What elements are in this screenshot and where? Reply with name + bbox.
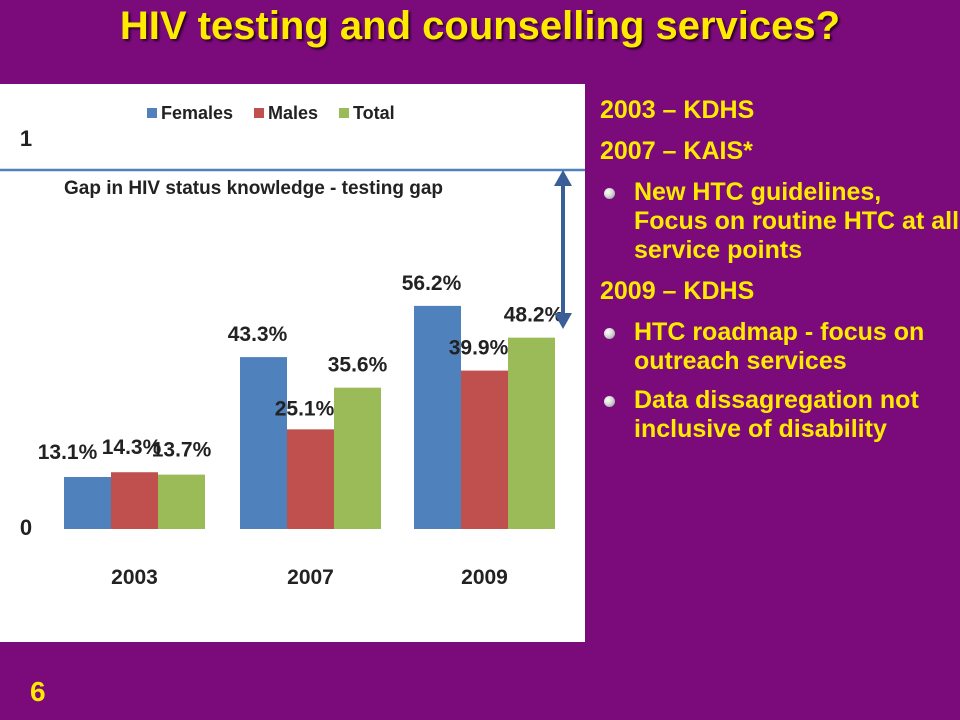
bullet-dot-icon [604,188,615,199]
data-label: 39.9% [449,337,509,360]
x-tick-label: 2009 [461,566,508,589]
bullet-text: New HTC guidelines, Focus on routine HTC… [634,178,960,264]
slide-number: 6 [30,676,46,707]
bar-males-2003 [111,472,158,529]
notes-panel: 2003 – KDHS 2007 – KAIS* New HTC guideli… [600,96,960,456]
slide-title: HIV testing and counselling services? [119,4,841,48]
x-tick-label: 2003 [111,566,158,589]
bullet-list-2007: New HTC guidelines, Focus on routine HTC… [600,178,960,265]
bar-males-2007 [287,429,334,529]
y-tick-label: 0 [20,515,32,540]
legend-swatch [254,108,264,118]
legend-label: Females [161,103,233,123]
bullet-dot-icon [604,328,615,339]
data-label: 35.6% [328,354,388,377]
bar-total-2003 [158,474,205,529]
data-label: 13.7% [152,439,212,462]
bullet-text: Data dissagregation not inclusive of dis… [634,386,919,443]
bar-chart: 0 1 Females Males Total Gap in HIV status kno… [0,103,585,589]
bullet-dot-icon [604,396,615,407]
legend-label: Males [268,103,318,123]
chart-panel: 0 1 Females Males Total Gap in HIV status kno… [0,84,585,642]
note-2009: 2009 – KDHS [600,277,755,305]
bullet-text: HTC roadmap - focus on outreach services [634,318,925,375]
data-label: 43.3% [228,323,288,346]
x-tick-label: 2007 [287,566,334,589]
bullet-list-2009: HTC roadmap - focus on outreach services… [600,318,960,444]
gap-arrow-head-up-icon [554,170,572,186]
bar-males-2009 [461,370,508,529]
data-label: 56.2% [402,272,462,295]
data-label: 14.3% [102,436,162,459]
bar-females-2009 [414,305,461,529]
gap-line-label: Gap in HIV status knowledge - testing ga… [64,178,443,199]
y-tick-label: 1 [20,126,32,151]
bar-females-2007 [240,357,287,529]
bar-total-2009 [508,337,555,529]
note-2007: 2007 – KAIS* [600,137,753,165]
data-label: 48.2% [504,304,564,327]
gap-arrow-head-down-icon [554,313,572,329]
note-2003: 2003 – KDHS [600,96,755,124]
data-label: 25.1% [275,397,335,420]
legend-swatch [147,108,157,118]
legend-swatch [339,108,349,118]
data-label: 13.1% [38,441,98,464]
bar-females-2003 [64,476,111,529]
legend-label: Total [353,103,395,123]
bar-total-2007 [334,387,381,529]
bullet-item: HTC roadmap - focus on outreach services [600,318,960,376]
bullet-item: Data dissagregation not inclusive of dis… [600,386,960,444]
bullet-item: New HTC guidelines, Focus on routine HTC… [600,178,960,265]
